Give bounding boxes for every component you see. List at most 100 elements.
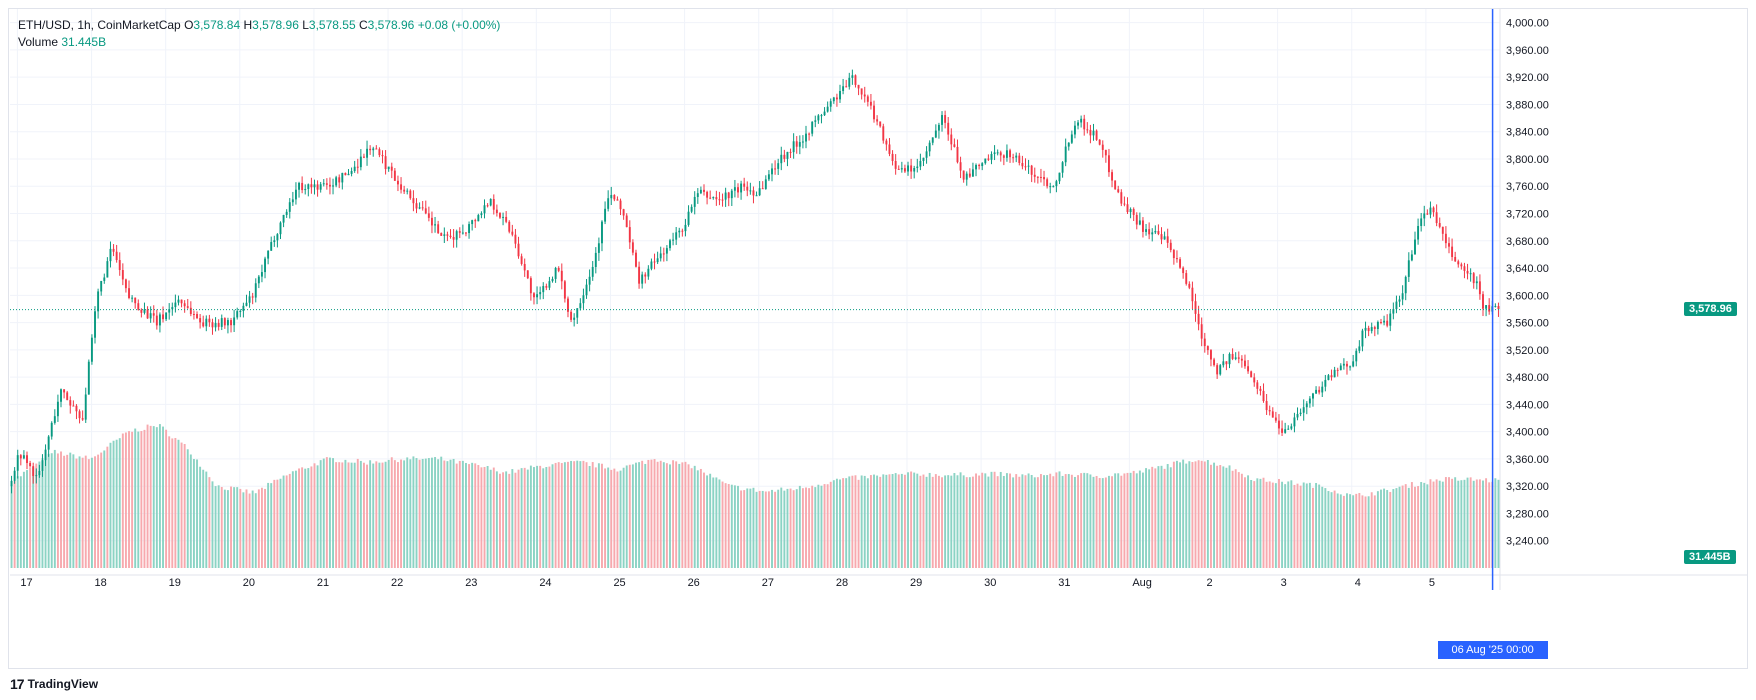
candle-body bbox=[937, 124, 940, 131]
low-value: 3,578.55 bbox=[308, 18, 356, 32]
candle-body bbox=[1256, 382, 1259, 389]
volume-bar bbox=[149, 425, 152, 568]
volume-bar bbox=[128, 431, 130, 568]
volume-bar bbox=[165, 429, 168, 568]
volume-bar bbox=[53, 449, 56, 568]
volume-bar bbox=[733, 485, 736, 568]
time-tick-label: 21 bbox=[317, 577, 329, 589]
volume-bar bbox=[965, 477, 968, 568]
candle-body bbox=[1321, 386, 1324, 393]
candle-body bbox=[325, 183, 328, 185]
volume-bar bbox=[449, 459, 452, 568]
volume-bar bbox=[310, 466, 313, 568]
candle-body bbox=[607, 198, 610, 209]
candle-body bbox=[644, 274, 647, 277]
volume-bar bbox=[409, 459, 412, 568]
volume-bar bbox=[681, 462, 684, 568]
candle-body bbox=[903, 168, 906, 172]
candle-body bbox=[1194, 301, 1197, 314]
volume-bar bbox=[1182, 459, 1185, 568]
price-tick-label: 3,960.00 bbox=[1506, 45, 1549, 57]
volume-bar bbox=[406, 457, 409, 568]
chart-frame bbox=[8, 8, 1748, 669]
volume-label[interactable]: Volume bbox=[18, 35, 59, 49]
volume-bar bbox=[378, 462, 381, 568]
candle-body bbox=[650, 261, 653, 269]
price-axis[interactable]: 3,240.00 3,280.00 3,320.00 3,360.00 3,400.00… bbox=[1506, 18, 1549, 548]
candle-body bbox=[353, 166, 356, 171]
symbol-label[interactable]: ETH/USD, 1h, CoinMarketCap bbox=[18, 18, 181, 32]
candle-body bbox=[72, 405, 75, 407]
candle-body bbox=[1253, 377, 1256, 383]
candle-body bbox=[529, 278, 532, 294]
volume-bar bbox=[1083, 472, 1086, 568]
volume-bar bbox=[903, 474, 906, 568]
candle-body bbox=[328, 184, 331, 187]
time-axis[interactable]: 17 18 19 20 21 22 23 24 25 26 27 28 29 30 31 Aug 2 3 4 5 bbox=[20, 577, 1435, 589]
change-value: +0.08 (+0.00%) bbox=[417, 18, 501, 32]
candle-body bbox=[1101, 144, 1104, 150]
volume-bar bbox=[922, 474, 925, 568]
volume-bar bbox=[1305, 483, 1308, 568]
volume-bar bbox=[1033, 477, 1036, 568]
volume-bar bbox=[1262, 477, 1265, 568]
volume-bar bbox=[588, 466, 591, 568]
candle-body bbox=[548, 281, 551, 288]
volume-bar bbox=[798, 485, 801, 568]
candle-body bbox=[851, 75, 854, 78]
volume-bar bbox=[1073, 476, 1076, 568]
volume-bar bbox=[489, 469, 492, 568]
volume-bar bbox=[1299, 485, 1302, 568]
candle-body bbox=[805, 133, 807, 142]
volume-bar bbox=[706, 475, 709, 568]
volume-bar bbox=[443, 460, 446, 568]
candle-body bbox=[183, 303, 186, 307]
volume-bar bbox=[335, 462, 338, 568]
volume-bar bbox=[1488, 482, 1491, 568]
price-tick-label: 3,440.00 bbox=[1506, 399, 1549, 411]
volume-bar bbox=[1398, 486, 1401, 568]
candle-body bbox=[817, 115, 820, 121]
volume-bar bbox=[1179, 462, 1182, 568]
candle-body bbox=[1302, 407, 1305, 413]
candle-body bbox=[882, 126, 885, 141]
volume-bar bbox=[662, 462, 665, 568]
candle-body bbox=[495, 209, 498, 214]
candle-body bbox=[863, 94, 866, 97]
volume-bar bbox=[26, 470, 28, 568]
volume-bar bbox=[1287, 481, 1290, 568]
candle-body bbox=[616, 199, 619, 201]
candle-body bbox=[1222, 361, 1225, 366]
candle-body bbox=[1005, 150, 1008, 158]
volume-bar bbox=[1067, 474, 1070, 568]
candle-body bbox=[189, 307, 192, 315]
candle-body bbox=[1039, 176, 1042, 178]
candle-body bbox=[786, 151, 789, 159]
volume-bar bbox=[375, 461, 378, 568]
volume-bar bbox=[916, 473, 919, 568]
tradingview-brand[interactable]: 17 TradingView bbox=[10, 676, 98, 692]
time-tick-label: 18 bbox=[95, 577, 107, 589]
candle-body bbox=[366, 148, 369, 158]
volume-bar bbox=[344, 459, 347, 568]
volume-bar bbox=[196, 459, 198, 568]
candle-body bbox=[1182, 267, 1185, 274]
candle-body bbox=[971, 169, 974, 177]
candle-body bbox=[517, 243, 520, 257]
candle-body bbox=[1355, 350, 1358, 362]
candle-body bbox=[10, 480, 13, 487]
volume-bar bbox=[693, 465, 696, 568]
candle-body bbox=[1049, 186, 1052, 188]
volume-bar bbox=[137, 431, 140, 568]
candle-body bbox=[1132, 209, 1135, 215]
volume-bar bbox=[1089, 474, 1092, 568]
volume-bar bbox=[508, 473, 511, 568]
volume-bar bbox=[1265, 481, 1268, 568]
volume-bar bbox=[687, 464, 690, 568]
candle-body bbox=[56, 401, 59, 417]
candle-body bbox=[1250, 371, 1253, 378]
volume-bar bbox=[1210, 464, 1212, 568]
candle-body bbox=[1043, 177, 1045, 180]
candle-body bbox=[211, 322, 214, 328]
